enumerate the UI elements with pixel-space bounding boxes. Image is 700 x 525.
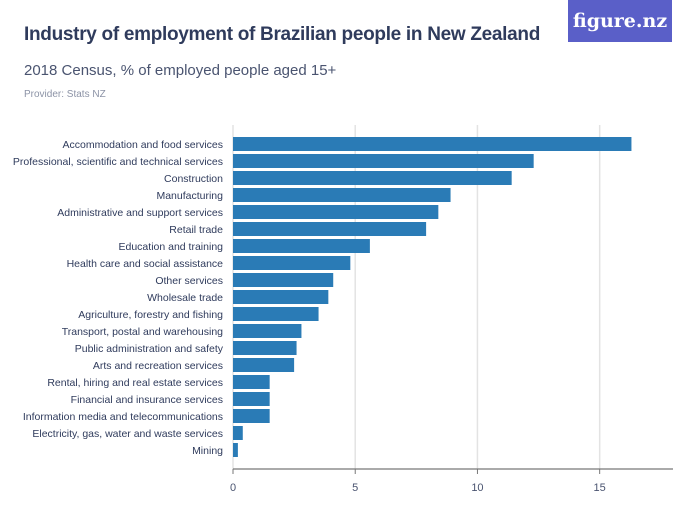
category-label: Electricity, gas, water and waste servic… (32, 428, 223, 440)
bar (233, 324, 302, 338)
bar (233, 154, 534, 168)
bar (233, 307, 319, 321)
category-label: Professional, scientific and technical s… (13, 156, 223, 168)
bar (233, 256, 351, 270)
chart-title: Industry of employment of Brazilian peop… (24, 24, 541, 45)
category-label: Agriculture, forestry and fishing (78, 309, 223, 321)
bar (233, 358, 295, 372)
category-label: Education and training (119, 241, 224, 253)
bar (233, 239, 370, 253)
bar (233, 375, 270, 389)
bar (233, 409, 270, 423)
x-tick-label: 15 (594, 482, 606, 494)
x-tick-label: 10 (471, 482, 483, 494)
bar (233, 392, 270, 406)
category-label: Mining (192, 445, 223, 457)
category-label: Wholesale trade (147, 292, 223, 304)
x-tick-label: 0 (230, 482, 236, 494)
bar (233, 188, 451, 202)
category-label: Information media and telecommunications (23, 411, 223, 423)
category-label: Financial and insurance services (71, 394, 223, 406)
category-label: Rental, hiring and real estate services (47, 377, 223, 389)
category-label: Construction (164, 173, 223, 185)
category-label: Administrative and support services (57, 207, 223, 219)
category-label: Public administration and safety (75, 343, 224, 355)
x-tick-label: 5 (352, 482, 358, 494)
category-label: Accommodation and food services (63, 139, 224, 151)
bar (233, 273, 334, 287)
chart-subtitle: 2018 Census, % of employed people aged 1… (24, 62, 337, 79)
category-label: Transport, postal and warehousing (62, 326, 223, 338)
bar (233, 205, 439, 219)
provider-label: Provider: Stats NZ (24, 89, 106, 100)
bar (233, 222, 427, 236)
category-label: Retail trade (169, 224, 223, 236)
category-label: Arts and recreation services (93, 360, 223, 372)
bar (233, 290, 329, 304)
bar (233, 426, 243, 440)
bar (233, 341, 297, 355)
bar (233, 443, 238, 457)
figure-nz-logo[interactable]: figure.nz (568, 0, 672, 42)
category-label: Health care and social assistance (67, 258, 224, 270)
category-label: Manufacturing (156, 190, 223, 202)
bar (233, 171, 512, 185)
category-label: Other services (155, 275, 223, 287)
bar (233, 137, 632, 151)
